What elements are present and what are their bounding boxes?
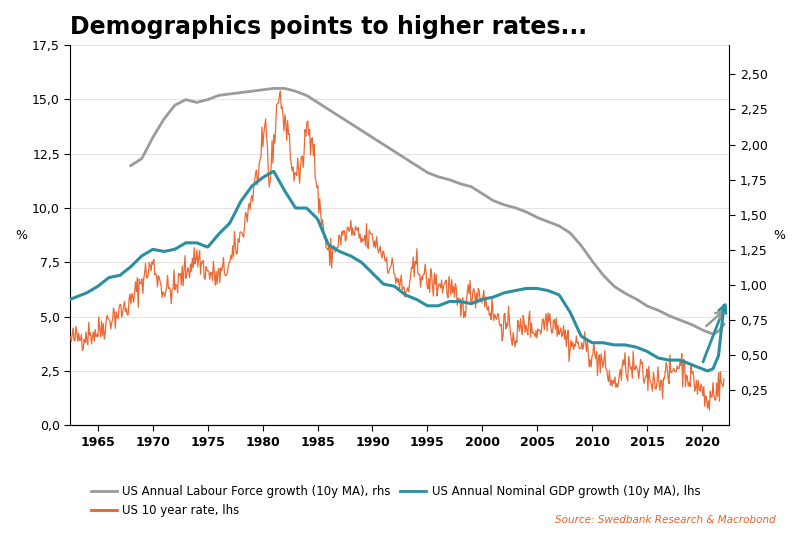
Y-axis label: %: % [773,229,785,241]
Text: Source: Swedbank Research & Macrobond: Source: Swedbank Research & Macrobond [555,515,776,525]
Legend: US Annual Labour Force growth (10y MA), rhs, US 10 year rate, lhs, US Annual Nom: US Annual Labour Force growth (10y MA), … [86,480,706,522]
Y-axis label: %: % [15,229,27,241]
Text: Demographics points to higher rates...: Demographics points to higher rates... [70,15,587,39]
